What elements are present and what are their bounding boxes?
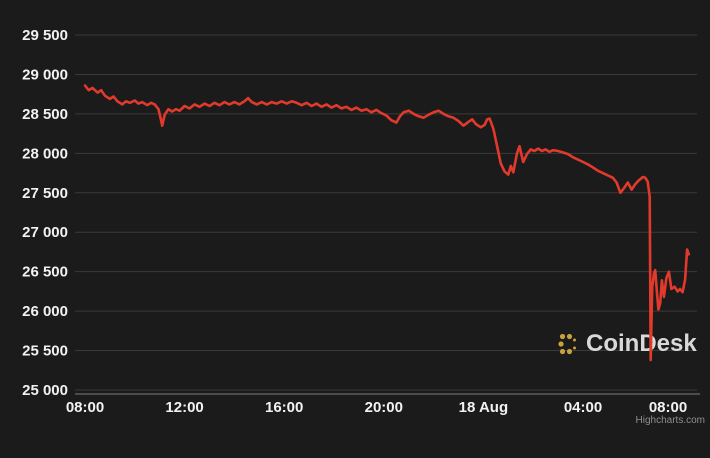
x-axis-label: 16:00 <box>265 399 303 416</box>
coindesk-logo-text: CoinDesk <box>586 330 697 357</box>
y-axis-label: 26 000 <box>22 303 68 320</box>
y-axis-label: 25 500 <box>22 343 68 360</box>
y-axis-label: 28 000 <box>22 145 68 162</box>
y-axis-label: 27 500 <box>22 185 68 202</box>
highcharts-credit-link[interactable]: Highcharts.com <box>635 415 705 426</box>
x-axis-label: 08:00 <box>649 399 687 416</box>
y-axis-label: 29 500 <box>22 27 68 44</box>
coindesk-logo: CoinDesk <box>557 331 697 357</box>
y-axis-label: 26 500 <box>22 264 68 281</box>
y-axis-label: 29 000 <box>22 66 68 83</box>
price-line-series[interactable] <box>83 84 691 362</box>
x-axis-label: 12:00 <box>165 399 203 416</box>
x-axis-label: 08:00 <box>66 399 104 416</box>
x-axis-label: 04:00 <box>564 399 602 416</box>
y-axis-label: 25 000 <box>22 382 68 399</box>
coindesk-logo-icon <box>558 333 576 355</box>
y-axis-label: 28 500 <box>22 106 68 123</box>
x-axis-label: 18 Aug <box>459 399 508 416</box>
x-axis-label: 20:00 <box>365 399 403 416</box>
y-axis-label: 27 000 <box>22 224 68 241</box>
